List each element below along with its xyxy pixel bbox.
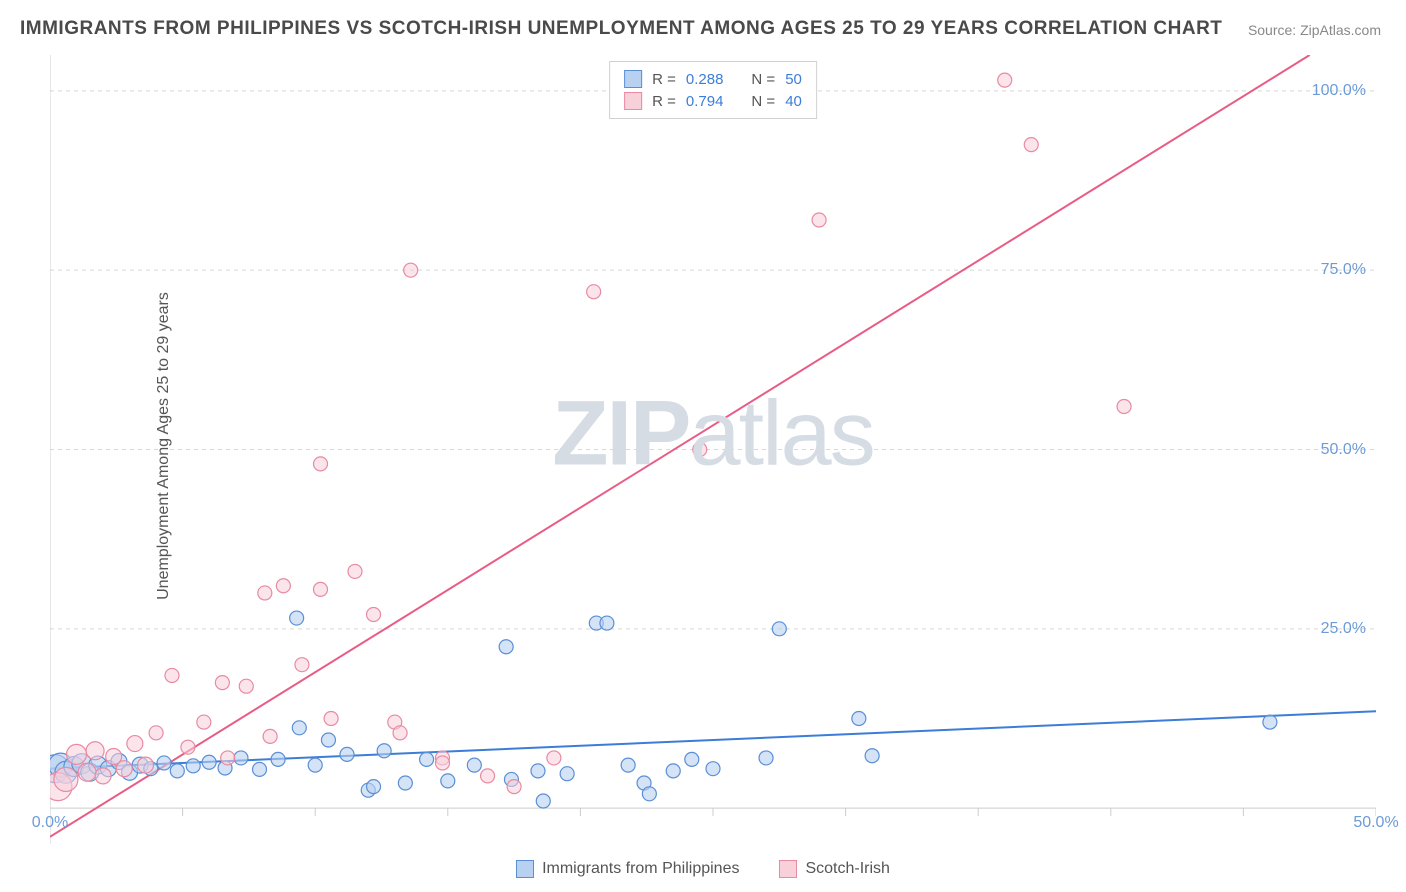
r-label: R = bbox=[652, 71, 676, 88]
legend-series: Immigrants from Philippines Scotch-Irish bbox=[0, 860, 1406, 878]
n-label: N = bbox=[751, 93, 775, 110]
x-tick-label: 50.0% bbox=[1353, 814, 1398, 832]
x-tick-label: 0.0% bbox=[32, 814, 68, 832]
legend-item-series-2: Scotch-Irish bbox=[779, 860, 889, 878]
y-tick-label: 50.0% bbox=[1321, 441, 1366, 459]
y-tick-label: 25.0% bbox=[1321, 620, 1366, 638]
r-value: 0.794 bbox=[686, 93, 724, 110]
n-value: 50 bbox=[785, 71, 802, 88]
legend-label: Immigrants from Philippines bbox=[542, 860, 739, 878]
y-tick-label: 75.0% bbox=[1321, 261, 1366, 279]
legend-label: Scotch-Irish bbox=[805, 860, 889, 878]
legend-swatch-icon bbox=[516, 860, 534, 878]
legend-swatch-icon bbox=[624, 70, 642, 88]
chart-title: IMMIGRANTS FROM PHILIPPINES VS SCOTCH-IR… bbox=[20, 18, 1222, 40]
r-value: 0.288 bbox=[686, 71, 724, 88]
chart-area: ZIPatlas R = 0.288 N = 50 R = 0.794 N = … bbox=[50, 55, 1376, 844]
r-label: R = bbox=[652, 93, 676, 110]
legend-correlation: R = 0.288 N = 50 R = 0.794 N = 40 bbox=[609, 61, 817, 119]
legend-swatch-icon bbox=[624, 92, 642, 110]
source-attribution: Source: ZipAtlas.com bbox=[1248, 22, 1381, 38]
legend-row-series-2: R = 0.794 N = 40 bbox=[624, 90, 802, 112]
y-tick-label: 100.0% bbox=[1312, 82, 1366, 100]
legend-swatch-icon bbox=[779, 860, 797, 878]
n-label: N = bbox=[751, 71, 775, 88]
watermark-light: atlas bbox=[689, 382, 873, 484]
watermark-bold: ZIP bbox=[552, 382, 689, 484]
watermark: ZIPatlas bbox=[552, 381, 873, 486]
legend-row-series-1: R = 0.288 N = 50 bbox=[624, 68, 802, 90]
legend-item-series-1: Immigrants from Philippines bbox=[516, 860, 739, 878]
n-value: 40 bbox=[785, 93, 802, 110]
